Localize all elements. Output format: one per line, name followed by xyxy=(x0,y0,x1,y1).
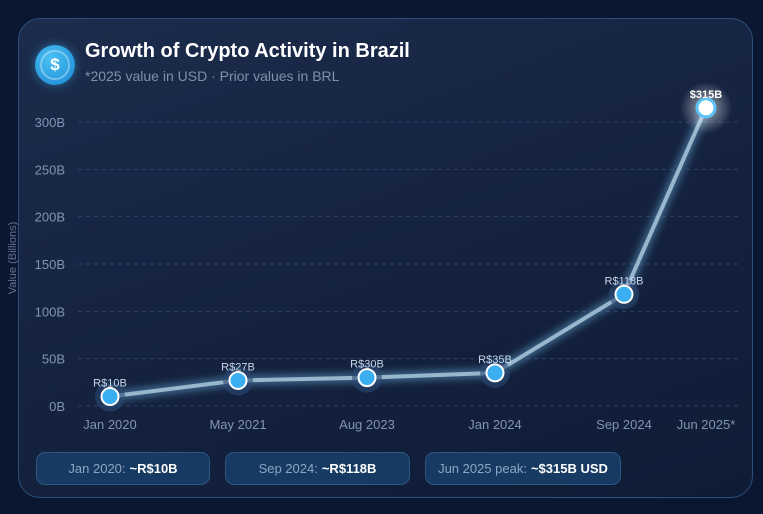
highlight-value: ~R$10B xyxy=(129,461,178,476)
x-tick-label: Sep 2024 xyxy=(596,417,652,432)
x-tick-label: Jun 2025* xyxy=(677,417,736,432)
y-tick-label: 250B xyxy=(35,162,65,177)
data-point xyxy=(485,363,505,383)
x-tick-label: May 2021 xyxy=(209,417,266,432)
data-label: R$35B xyxy=(478,354,512,366)
data-label: R$30B xyxy=(350,359,384,371)
data-point xyxy=(695,97,717,119)
data-point xyxy=(100,387,120,407)
highlight-label: Jun 2025 peak: xyxy=(438,461,527,476)
data-point xyxy=(357,368,377,388)
chart-card xyxy=(18,18,753,498)
y-axis-label: Value (Billions) xyxy=(7,222,19,295)
highlight-label: Jan 2020: xyxy=(68,461,126,476)
y-tick-label: 50B xyxy=(42,352,65,367)
data-point xyxy=(228,370,248,390)
data-point xyxy=(614,284,634,304)
y-tick-label: 100B xyxy=(35,304,65,319)
highlight-value: ~$315B USD xyxy=(530,461,608,476)
series-line-glow xyxy=(109,105,711,401)
highlight-value: ~R$118B xyxy=(321,461,377,476)
chart-subtitle: *2025 value in USD · Prior values in BRL xyxy=(85,68,340,84)
highlight-pill: Sep 2024: ~R$118B xyxy=(225,452,410,485)
y-tick-label: 200B xyxy=(35,210,65,225)
chart-title: Growth of Crypto Activity in Brazil xyxy=(85,40,410,62)
highlight-label: Sep 2024: xyxy=(258,461,318,476)
x-tick-label: Aug 2023 xyxy=(339,417,395,432)
y-tick-label: 300B xyxy=(35,115,65,130)
x-tick-label: Jan 2020 xyxy=(83,417,137,432)
highlight-pill: Jan 2020: ~R$10B xyxy=(36,452,210,485)
y-tick-label: 150B xyxy=(35,257,65,272)
x-tick-label: Jan 2024 xyxy=(468,417,522,432)
series-line xyxy=(109,106,708,399)
highlight-pill: Jun 2025 peak: ~$315B USD xyxy=(425,452,621,485)
data-label: R$10B xyxy=(93,378,127,390)
data-label: R$118B xyxy=(605,275,644,287)
data-label: $315B xyxy=(690,89,722,101)
dollar-icon: $ xyxy=(35,45,75,85)
data-label: R$27B xyxy=(221,361,255,373)
y-tick-label: 0B xyxy=(49,399,65,414)
